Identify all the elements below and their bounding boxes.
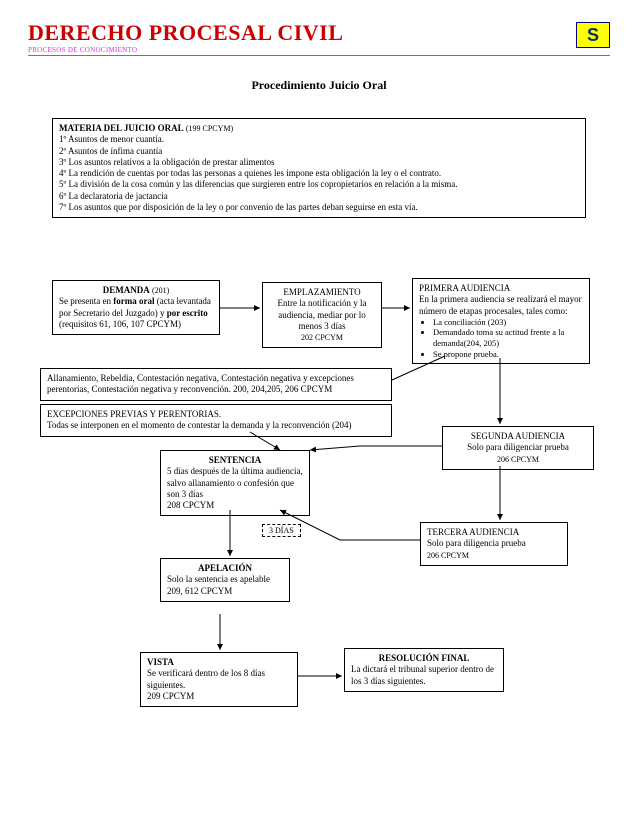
vista-title: VISTA [147, 657, 174, 667]
emplaza-ref: 202 CPCYM [301, 333, 343, 342]
emplaza-body: Entre la notificación y la audiencia, me… [278, 298, 367, 331]
sentencia-title: SENTENCIA [167, 455, 303, 466]
header-subtitle: PROCESOS DE CONOCIMIENTO [28, 46, 610, 56]
allanam-text: Allanamiento, Rebeldía, Contestación neg… [47, 373, 354, 394]
sentencia-body: 5 días después de la última audiencia, s… [167, 466, 303, 499]
materia-item: 4º La rendición de cuentas por todas las… [59, 168, 441, 178]
page-subtitle: Procedimiento Juicio Oral [28, 78, 610, 93]
demanda-text: (requisitos 61, 106, 107 CPCYM) [59, 319, 181, 329]
sentencia-ref: 208 CPCYM [167, 500, 214, 510]
tercera-ref: 206 CPCYM [427, 551, 469, 560]
box-primera-audiencia: PRIMERA AUDIENCIA En la primera audienci… [412, 278, 590, 364]
resol-title: RESOLUCIÓN FINAL [351, 653, 497, 664]
apelacion-title: APELACIÓN [167, 563, 283, 574]
apelacion-body: Solo la sentencia es apelable [167, 574, 270, 584]
materia-item: 2º Asuntos de ínfima cuantía [59, 146, 162, 156]
excepc-title: EXCEPCIONES PREVIAS Y PERENTORIAS. [47, 409, 221, 419]
tercera-title: TERCERA AUDIENCIA [427, 527, 519, 537]
materia-item: 5º La división de la cosa común y las di… [59, 179, 458, 189]
box-tercera-audiencia: TERCERA AUDIENCIA Solo para diligencia p… [420, 522, 568, 566]
badge-s: S [576, 22, 610, 48]
box-segunda-audiencia: SEGUNDA AUDIENCIA Solo para diligenciar … [442, 426, 594, 470]
materia-ref: (199 CPCYM) [186, 124, 233, 133]
demanda-bold: forma oral [113, 296, 154, 306]
emplaza-title: EMPLAZAMIENTO [283, 287, 360, 297]
segunda-ref: 206 CPCYM [497, 455, 539, 464]
label-3-dias: 3 DÍAS [262, 524, 301, 537]
box-demanda: DEMANDA (201) Se presenta en forma oral … [52, 280, 220, 335]
vista-ref: 209 CPCYM [147, 691, 194, 701]
materia-title: MATERIA DEL JUICIO ORAL [59, 123, 184, 133]
page-header: DERECHO PROCESAL CIVIL PROCESOS DE CONOC… [28, 20, 610, 56]
tercera-body: Solo para diligencia prueba [427, 538, 526, 548]
demanda-text: Se presenta en [59, 296, 113, 306]
materia-item: 6º La declaratoria de jactancia [59, 191, 168, 201]
demanda-ref: (201) [152, 286, 169, 295]
box-excepciones: EXCEPCIONES PREVIAS Y PERENTORIAS. Todas… [40, 404, 392, 437]
primera-bullet: Demandado toma su actitud frente a la de… [433, 327, 583, 348]
header-title: DERECHO PROCESAL CIVIL [28, 20, 610, 46]
demanda-title: DEMANDA [103, 285, 150, 295]
primera-title: PRIMERA AUDIENCIA [419, 283, 510, 293]
box-materia: MATERIA DEL JUICIO ORAL (199 CPCYM) 1º A… [52, 118, 586, 218]
primera-body: En la primera audiencia se realizará el … [419, 294, 582, 315]
box-apelacion: APELACIÓN Solo la sentencia es apelable … [160, 558, 290, 602]
segunda-title: SEGUNDA AUDIENCIA [471, 431, 565, 441]
box-allanamiento: Allanamiento, Rebeldía, Contestación neg… [40, 368, 392, 401]
resol-body: La dictará el tribunal superior dentro d… [351, 664, 494, 685]
box-emplazamiento: EMPLAZAMIENTO Entre la notificación y la… [262, 282, 382, 348]
demanda-bold: por escrito [167, 308, 208, 318]
primera-bullet: Se propone prueba. [433, 349, 583, 360]
materia-item: 3º Los asuntos relativos a la obligación… [59, 157, 275, 167]
excepc-body: Todas se interponen en el momento de con… [47, 420, 352, 430]
primera-bullet: La conciliación (203) [433, 317, 583, 328]
vista-body: Se verificará dentro de los 8 días sigui… [147, 668, 265, 689]
segunda-body: Solo para diligenciar prueba [467, 442, 569, 452]
materia-item: 1º Asuntos de menor cuantía. [59, 134, 164, 144]
box-sentencia: SENTENCIA 5 días después de la última au… [160, 450, 310, 516]
box-resolucion: RESOLUCIÓN FINAL La dictará el tribunal … [344, 648, 504, 692]
materia-item: 7º Los asuntos que por disposición de la… [59, 202, 418, 212]
apelacion-ref: 209, 612 CPCYM [167, 586, 232, 596]
box-vista: VISTA Se verificará dentro de los 8 días… [140, 652, 298, 707]
